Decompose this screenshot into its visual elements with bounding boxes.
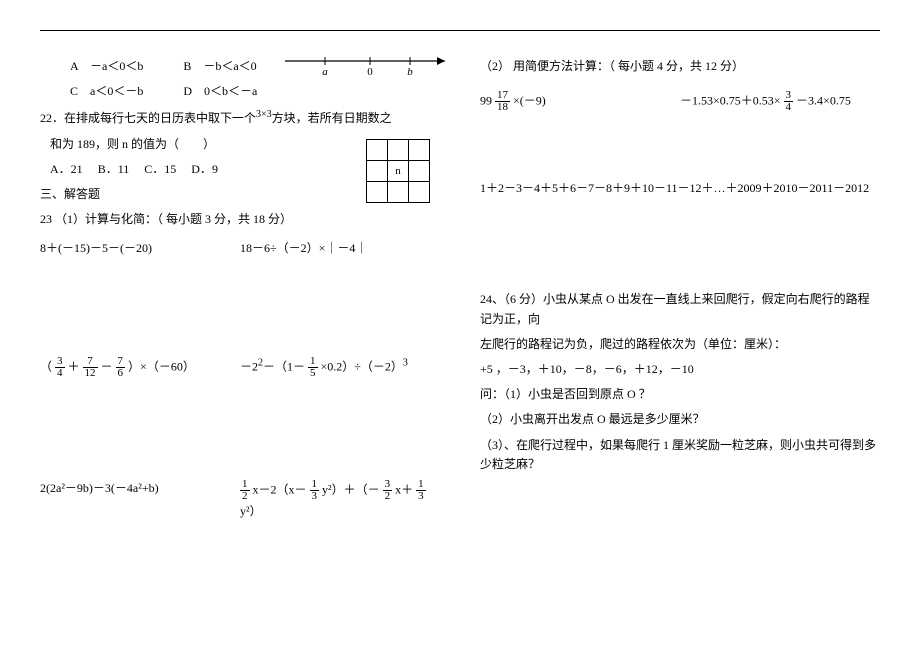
q22-stem: 22．在排成每行七天的日历表中取下一个3×3方块，若所有日期数之 [40, 107, 440, 128]
txt: x－2（x－ [253, 483, 307, 497]
q23-2-row: 99 1718 ×(－9) －1.53×0.75＋0.53× 34 －3.4×0… [480, 90, 880, 113]
frac-1-2: 12 [240, 479, 250, 502]
q24-line6: （3）、在爬行过程中，如果每爬行 1 厘米奖励一粒芝麻，则小虫共可得到多少粒芝麻… [480, 436, 880, 474]
q23b-left: （ 34 ＋ 712 － 76 ）×（－60） [40, 356, 240, 379]
txt: ×(－9) [513, 93, 546, 107]
txt: ×0.2）÷（－2） [321, 360, 403, 374]
q23-e2: 18－6÷（－2）×｜－4｜ [240, 239, 440, 256]
txt: （ [40, 360, 52, 374]
left-column: a 0 b A －a＜0＜b B －b＜a＜0 C a＜0＜－b D 0＜b＜－… [40, 51, 440, 559]
txt: x＋ [395, 483, 413, 497]
q23-row2: （ 34 ＋ 712 － 76 ）×（－60） －22－（1－ 15 ×0.2）… [40, 356, 440, 379]
q21-option-b: B －b＜a＜0 [183, 57, 256, 76]
txt: －（1－ [263, 360, 305, 374]
right-column: （2） 用简便方法计算：（ 每小题 4 分，共 12 分） 99 1718 ×(… [480, 51, 880, 559]
frac-1-3a: 13 [310, 479, 320, 502]
q23-2-title: （2） 用简便方法计算：（ 每小题 4 分，共 12 分） [480, 57, 880, 76]
q24-line4: 问：（1）小虫是否回到原点 O ？ [480, 385, 880, 404]
q21-option-c: C a＜0＜－b [70, 82, 143, 101]
frac-3-2: 32 [383, 479, 393, 502]
q23b-right: －22－（1－ 15 ×0.2）÷（－2）3 [240, 356, 440, 379]
frac-3-4b: 34 [784, 90, 794, 113]
frac-7-6: 76 [116, 356, 126, 379]
q21-option-d: D 0＜b＜－a [183, 82, 257, 101]
q22-option-b: B．11 [98, 162, 130, 176]
page: a 0 b A －a＜0＜b B －b＜a＜0 C a＜0＜－b D 0＜b＜－… [0, 0, 920, 650]
txt: － [101, 360, 113, 374]
q21-option-a: A －a＜0＜b [70, 57, 143, 76]
q23c-left: 2(2a²－9b)－3(－4a²+b) [40, 479, 240, 519]
txt: －1.53×0.75＋0.53× [680, 93, 781, 107]
q22-stem-b: 方块，若所有日期数之 [272, 111, 392, 125]
q23-2-e1: 99 1718 ×(－9) [480, 90, 680, 113]
frac-1-5: 15 [308, 356, 318, 379]
txt: －2 [240, 360, 258, 374]
calendar-3x3-grid: n [366, 139, 430, 203]
txt: y²）＋（－ [322, 483, 380, 497]
q22-stem-a: 22．在排成每行七天的日历表中取下一个 [40, 111, 256, 125]
q22-option-a: A．21 [50, 162, 83, 176]
series-expr: 1＋2－3－4＋5＋6－7－8＋9＋10－11－12＋…＋2009＋2010－2… [480, 179, 880, 198]
q24-line1: 24、（6 分）小虫从某点 O 出发在一直线上来回爬行，假定向右爬行的路程记为正… [480, 290, 880, 328]
txt: y²） [240, 504, 262, 518]
q23-2-e2: －1.53×0.75＋0.53× 34 －3.4×0.75 [680, 90, 880, 113]
two-column-layout: a 0 b A －a＜0＜b B －b＜a＜0 C a＜0＜－b D 0＜b＜－… [40, 51, 880, 559]
q23-row3: 2(2a²－9b)－3(－4a²+b) 12 x－2（x－ 13 y²）＋（－ … [40, 479, 440, 519]
frac-7-12: 712 [83, 356, 98, 379]
number-line-diagram: a 0 b [280, 49, 460, 77]
q22-option-c: C．15 [144, 162, 176, 176]
svg-text:b: b [407, 66, 413, 77]
svg-text:0: 0 [367, 66, 373, 77]
q24-line2: 左爬行的路程记为负，爬过的路程依次为（单位：厘米）： [480, 335, 880, 354]
svg-text:a: a [322, 66, 328, 77]
q22-shape: 3×3 [256, 109, 272, 120]
frac-1-3b: 13 [416, 479, 426, 502]
sup: 3 [403, 358, 408, 369]
txt: ）×（－60） [128, 360, 195, 374]
q23-e1: 8＋(－15)－5－(－20) [40, 239, 240, 256]
q23c-right: 12 x－2（x－ 13 y²）＋（－ 32 x＋ 13 y²） [240, 479, 440, 519]
q24-line5: （2）小虫离开出发点 O 最远是多少厘米？ [480, 410, 880, 429]
top-rule [40, 30, 880, 31]
q23-title: 23 （1）计算与化简：（ 每小题 3 分，共 18 分） [40, 210, 440, 229]
grid-center-cell: n [388, 161, 409, 182]
q22-option-d: D．9 [191, 162, 218, 176]
txt: ＋ [68, 360, 80, 374]
frac-17-18: 1718 [495, 90, 510, 113]
frac-3-4: 34 [55, 356, 65, 379]
txt: －3.4×0.75 [796, 93, 851, 107]
q23-row1: 8＋(－15)－5－(－20) 18－6÷（－2）×｜－4｜ [40, 239, 440, 256]
q21-options-row2: C a＜0＜－b D 0＜b＜－a [70, 82, 440, 101]
txt: 99 [480, 93, 492, 107]
q24-line3: +5 ，－3，＋10，－8，－6，＋12，－10 [480, 360, 880, 379]
